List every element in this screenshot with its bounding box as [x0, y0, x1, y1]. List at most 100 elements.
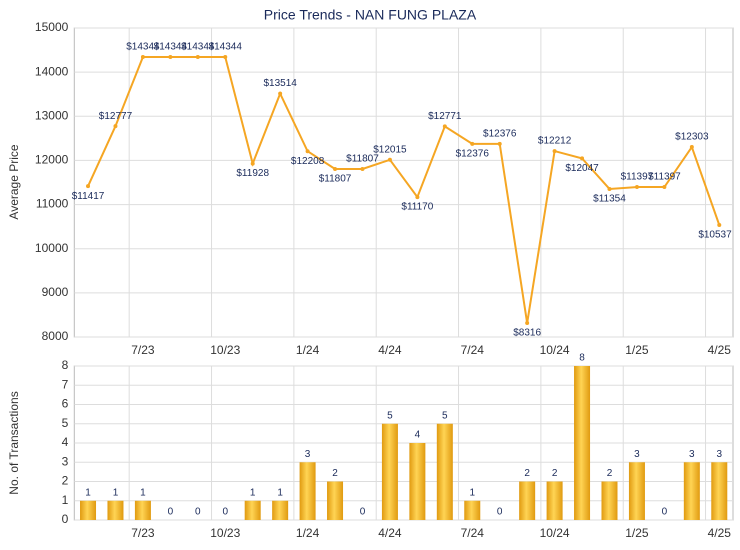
data-label: $12771: [428, 111, 462, 122]
data-label: 3: [634, 449, 640, 460]
data-label: $12376: [483, 128, 517, 139]
point: [387, 157, 392, 162]
x-tick-label: 4/25: [708, 343, 732, 357]
data-label: $14344: [181, 42, 215, 53]
y-tick-label: 13000: [35, 108, 69, 122]
data-label: $12376: [456, 148, 490, 159]
data-label: $13514: [263, 78, 297, 89]
x-tick-label: 1/24: [296, 343, 320, 357]
x-tick-label: 10/23: [210, 526, 240, 540]
x-tick-label: 7/24: [461, 343, 485, 357]
bar: [683, 462, 700, 520]
point: [525, 321, 530, 326]
data-label: 2: [607, 468, 613, 479]
bar: [519, 481, 536, 520]
data-label: 0: [195, 507, 201, 518]
point: [442, 124, 447, 129]
y-tick-label: 11000: [36, 197, 69, 211]
bar: [436, 423, 453, 520]
x-tick-label: 10/24: [540, 343, 570, 357]
data-label: $12047: [565, 163, 599, 174]
data-label: $12208: [291, 156, 325, 167]
bar: [244, 500, 261, 520]
data-label: $11397: [621, 172, 654, 183]
x-tick-label: 10/24: [540, 526, 570, 540]
point: [717, 223, 722, 228]
bar: [80, 500, 97, 520]
chart-title: Price Trends - NAN FUNG PLAZA: [264, 7, 477, 23]
point: [278, 91, 283, 96]
point: [333, 166, 338, 171]
data-label: 2: [332, 468, 338, 479]
data-label: 5: [387, 410, 393, 421]
point: [552, 149, 557, 154]
point: [607, 186, 612, 191]
bar: [464, 500, 481, 520]
data-label: 1: [140, 487, 146, 498]
bar: [628, 462, 645, 520]
data-label: $14344: [126, 42, 160, 53]
x-tick-label: 1/25: [625, 526, 649, 540]
data-label: $11928: [236, 168, 269, 179]
data-label: 4: [415, 430, 421, 441]
data-label: 1: [469, 487, 475, 498]
data-label: 1: [85, 487, 91, 498]
data-label: $11354: [593, 194, 626, 205]
y-tick-label: 6: [62, 397, 69, 411]
x-tick-label: 7/23: [131, 343, 155, 357]
y-tick-label: 5: [62, 416, 69, 430]
point: [689, 145, 694, 150]
data-label: 1: [113, 487, 119, 498]
y-tick-label: 15000: [35, 20, 69, 34]
y-tick-label: 4: [62, 435, 69, 449]
data-label: 0: [662, 507, 668, 518]
data-label: $12777: [99, 111, 133, 122]
line: [87, 55, 721, 324]
x-tick-label: 10/23: [210, 343, 240, 357]
point: [580, 156, 585, 161]
bar: [381, 423, 398, 520]
x-tick-label: 7/24: [461, 526, 485, 540]
x-tick-label: 1/25: [625, 343, 649, 357]
point: [86, 184, 91, 189]
data-label: $11807: [319, 174, 352, 185]
point: [195, 54, 200, 59]
x-tick-label: 7/23: [131, 526, 155, 540]
x-tick-label: 4/24: [378, 343, 402, 357]
data-label: $14344: [209, 42, 243, 53]
data-label: $11417: [72, 191, 105, 202]
y-axis-label: Average Price: [7, 144, 21, 219]
bar: [546, 481, 563, 520]
data-label: 2: [524, 468, 530, 479]
data-label: 8: [579, 353, 585, 364]
y-tick-label: 9000: [42, 285, 69, 299]
data-label: 1: [277, 487, 283, 498]
y-axis-label: No. of Transactions: [7, 391, 21, 494]
data-label: $12212: [538, 136, 572, 147]
data-label: $10537: [698, 230, 732, 241]
x-tick-label: 1/24: [296, 526, 320, 540]
data-label: 0: [497, 507, 503, 518]
y-tick-label: 8: [62, 358, 69, 372]
y-tick-label: 14000: [35, 64, 69, 78]
point: [250, 161, 255, 166]
bar: [601, 481, 618, 520]
point: [360, 166, 365, 171]
data-label: $14344: [154, 42, 188, 53]
data-label: 0: [360, 507, 366, 518]
bar: [574, 366, 591, 520]
data-label: $11170: [401, 202, 433, 213]
data-label: $11807: [346, 154, 379, 165]
point: [497, 141, 502, 146]
y-tick-label: 2: [62, 474, 69, 488]
data-label: $11397: [648, 172, 681, 183]
data-label: $8316: [513, 328, 541, 339]
bar: [711, 462, 728, 520]
x-tick-label: 4/24: [378, 526, 402, 540]
data-label: 3: [689, 449, 695, 460]
point: [470, 141, 475, 146]
bar: [327, 481, 344, 520]
y-tick-label: 1: [62, 493, 69, 507]
y-tick-label: 0: [62, 512, 69, 526]
